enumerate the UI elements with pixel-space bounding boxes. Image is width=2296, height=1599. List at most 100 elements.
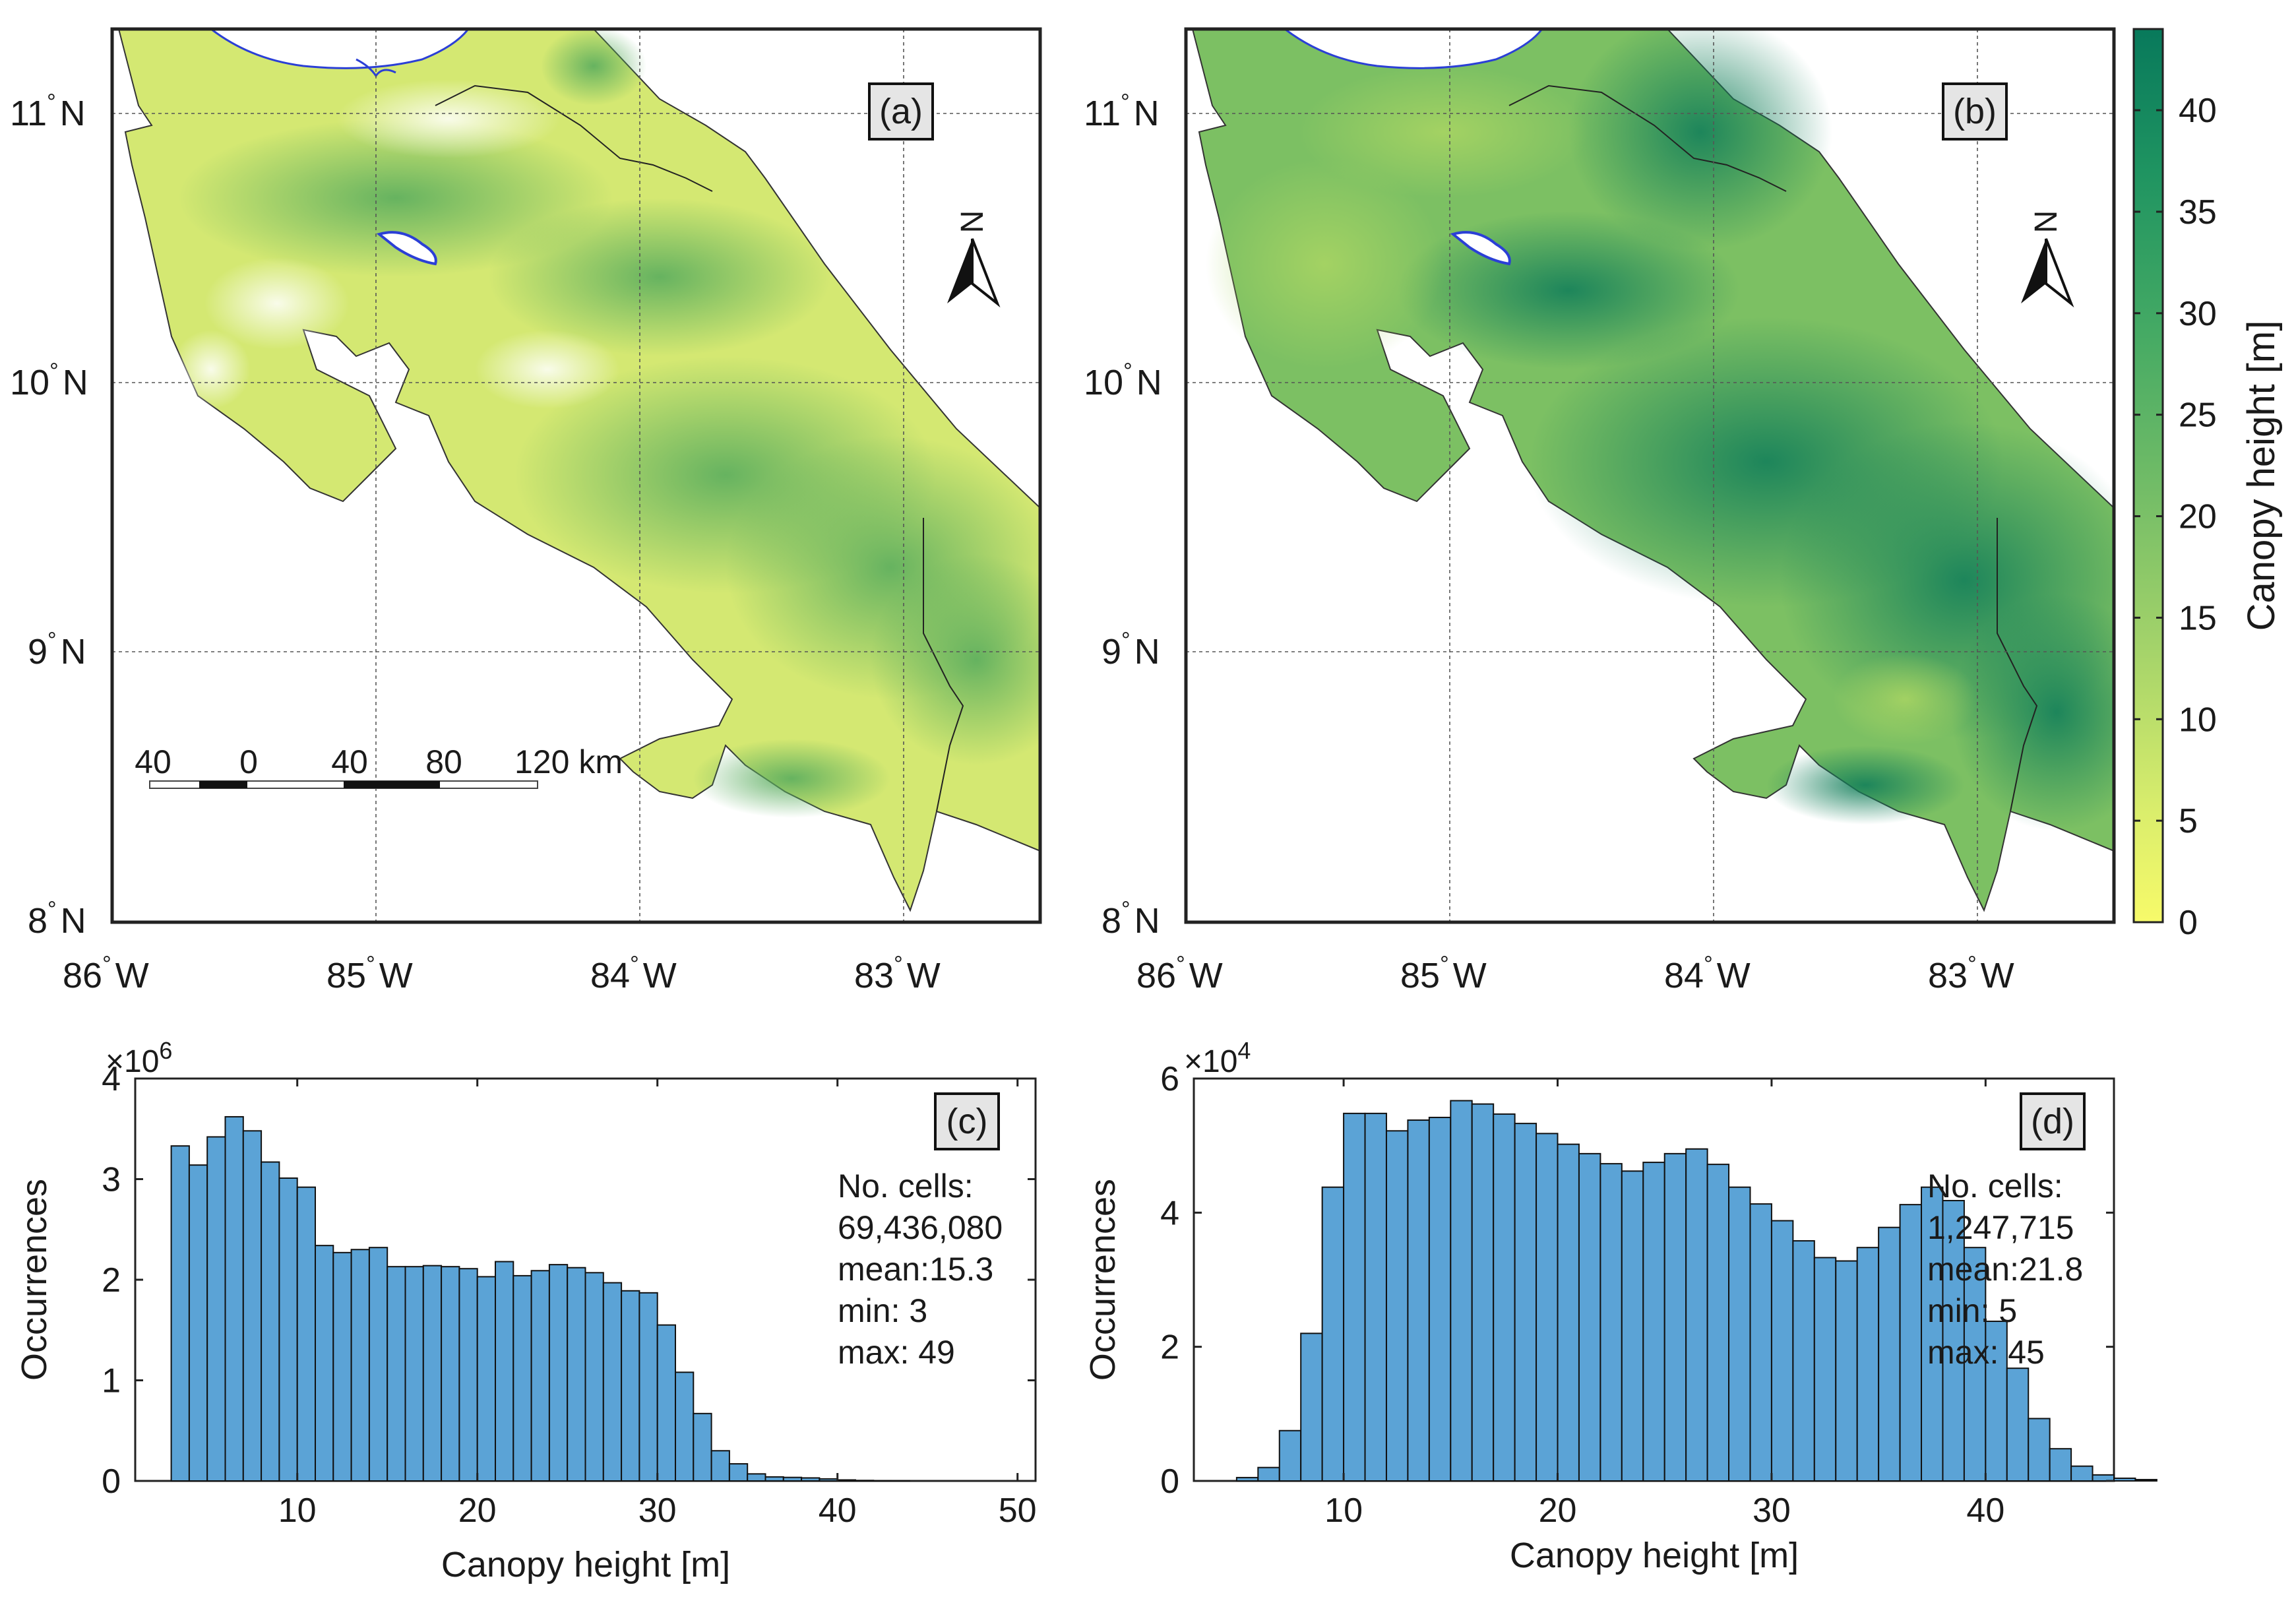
histogram-d-bar xyxy=(1642,1162,1665,1482)
histogram-d-bar xyxy=(1300,1332,1323,1482)
histogram-d-xlabel: Canopy height [m] xyxy=(1510,1536,1799,1575)
histogram-c-bar xyxy=(693,1412,712,1482)
scale-tick-3: 40 xyxy=(331,743,368,780)
lon-tick-b-3: 84° W xyxy=(1664,952,1751,995)
lat-axis-b: 11° N 10° N 9° N 8° N xyxy=(1084,90,1162,941)
histogram-d-bar xyxy=(1706,1164,1730,1482)
histogram-c-bar xyxy=(278,1177,298,1482)
histogram-c-bar xyxy=(747,1473,766,1482)
histogram-c: 10 20 30 40 50 0 1 2 3 4 ×106 Occurrences Canopy … xyxy=(15,1037,1037,1584)
map-panel-a: (a) N 40 0 40 80 120 km 11° N 10° N 9° N 8°… xyxy=(10,27,1042,995)
scale-tick-4: 80 xyxy=(425,743,462,780)
histogram-c-bar xyxy=(512,1274,532,1482)
lon-tick-a-1: 86° W xyxy=(63,952,149,995)
stats-d-line-4: min: 5 xyxy=(1927,1292,2017,1329)
stats-d-line-3: mean:21.8 xyxy=(1927,1251,2083,1288)
histogram-c-bar xyxy=(819,1478,838,1482)
histogram-c-bar xyxy=(548,1264,569,1482)
histogram-c-xtick-label: 20 xyxy=(458,1491,497,1530)
histogram-d-bar xyxy=(1899,1204,1923,1482)
histogram-d-bar xyxy=(1493,1113,1516,1482)
histogram-d-bar xyxy=(1835,1260,1858,1482)
histogram-d-bar xyxy=(1663,1152,1687,1482)
north-label-b: N xyxy=(2029,210,2064,234)
histogram-d-bar xyxy=(2028,1418,2051,1482)
histogram-c-bar xyxy=(782,1476,803,1482)
lat-tick-b-4: 8° N xyxy=(1101,897,1160,941)
lon-tick-b-4: 83° W xyxy=(1928,952,2014,995)
map-panel-b: (b) N 11° N 10° N 9° N 8° N 86° W 85° W 84° W 8… xyxy=(1084,27,2116,995)
panel-label-d-box xyxy=(2020,1092,2086,1150)
lat-tick-a-3: 9° N xyxy=(28,628,86,672)
histogram-d-bar xyxy=(1921,1186,1944,1482)
histogram-c-bar xyxy=(836,1479,856,1482)
histogram-c-bar xyxy=(458,1268,478,1482)
histogram-c-xtick-label: 40 xyxy=(819,1491,857,1530)
histogram-d-bar xyxy=(1450,1100,1473,1482)
histogram-d-bar xyxy=(1728,1186,1751,1482)
stats-d-line-1: No. cells: xyxy=(1927,1168,2063,1205)
histogram-d-bar xyxy=(1878,1226,1901,1482)
histogram-c-bar xyxy=(567,1267,586,1482)
histogram-d-bar xyxy=(1749,1203,1772,1482)
histogram-d-bar xyxy=(1685,1148,1708,1482)
histogram-c-bar xyxy=(728,1463,749,1482)
colorbar-tick-label: 20 xyxy=(2179,498,2217,536)
colorbar-tick-label: 25 xyxy=(2179,396,2217,435)
histogram-d: 10 20 30 40 0 2 4 6 ×104 Occurrences Canopy hei… xyxy=(1083,1037,2157,1575)
histogram-c-ytick-label: 2 xyxy=(102,1261,121,1300)
lon-tick-a-2: 85° W xyxy=(326,952,413,995)
histogram-c-bar xyxy=(801,1477,821,1482)
histogram-d-axes: 10 20 30 40 0 2 4 6 xyxy=(1160,1060,2114,1530)
histogram-d-bar xyxy=(1557,1143,1580,1482)
north-arrow-a-icon: N xyxy=(947,210,1001,308)
stats-d-line-5: max: 45 xyxy=(1927,1334,2045,1371)
histogram-c-bar xyxy=(675,1371,695,1482)
histogram-d-xtick-label: 20 xyxy=(1539,1491,1577,1530)
colorbar-tick-label: 35 xyxy=(2179,193,2217,232)
panel-label-b-box xyxy=(1942,82,2008,141)
histogram-d-ylabel: Occurrences xyxy=(1083,1179,1123,1381)
colorbar-tick-label: 30 xyxy=(2179,295,2217,333)
histogram-c-bar xyxy=(441,1266,460,1482)
lat-tick-a-4: 8° N xyxy=(28,897,86,941)
histogram-c-bar xyxy=(495,1261,514,1482)
lat-tick-b-2: 10° N xyxy=(1084,359,1162,402)
stats-d: No. cells: 1,247,715 mean:21.8 min: 5 ma… xyxy=(1927,1168,2083,1371)
panel-label-d: (d) xyxy=(2031,1102,2074,1141)
histogram-d-xtick-label: 30 xyxy=(1753,1491,1791,1530)
histogram-c-ytick-label: 1 xyxy=(102,1362,121,1400)
histogram-c-ylabel: Occurrences xyxy=(15,1179,54,1381)
histogram-c-bar xyxy=(261,1161,280,1482)
lon-axis-a: 86° W 85° W 84° W 83° W xyxy=(63,952,941,995)
histogram-d-bar xyxy=(1578,1152,1601,1482)
histogram-c-ytick-label: 4 xyxy=(102,1060,121,1098)
histogram-d-bar xyxy=(1770,1220,1794,1482)
histogram-c-bar xyxy=(710,1450,730,1482)
histogram-c-bar xyxy=(530,1270,550,1482)
histogram-d-bar xyxy=(1407,1119,1430,1482)
histogram-c-bar xyxy=(602,1282,623,1482)
panel-label-c-box xyxy=(934,1092,1000,1150)
colorbar-label: Canopy height [m] xyxy=(2240,321,2283,631)
stats-c-line-3: mean:15.3 xyxy=(838,1251,993,1288)
histogram-c-xtick-label: 30 xyxy=(638,1491,677,1530)
histogram-c-axes: 10 20 30 40 50 0 1 2 3 4 xyxy=(102,1060,1037,1530)
histogram-c-ytick-label: 0 xyxy=(102,1462,121,1501)
colorbar-tick-label: 40 xyxy=(2179,92,2217,130)
histogram-c-bar xyxy=(422,1265,443,1482)
histogram-d-bar xyxy=(1985,1321,2008,1482)
colorbar-gradient xyxy=(2132,28,2164,924)
histogram-c-exponent: ×106 xyxy=(106,1037,172,1079)
histogram-d-bars xyxy=(1235,1100,2157,1482)
histogram-c-bar xyxy=(404,1266,424,1482)
scale-tick-5: 120 km xyxy=(514,743,623,780)
histogram-d-bar xyxy=(1257,1466,1280,1482)
panel-label-b: (b) xyxy=(1953,92,1997,131)
lon-tick-b-2: 85° W xyxy=(1400,952,1487,995)
histogram-d-bar xyxy=(2070,1465,2094,1482)
histogram-d-exponent: ×104 xyxy=(1184,1037,1251,1079)
colorbar: 0 5 10 15 20 25 30 35 40 Canopy height [m] xyxy=(2132,28,2283,942)
lon-axis-b: 86° W 85° W 84° W 83° W xyxy=(1136,952,2014,995)
histogram-c-bar xyxy=(315,1245,334,1482)
